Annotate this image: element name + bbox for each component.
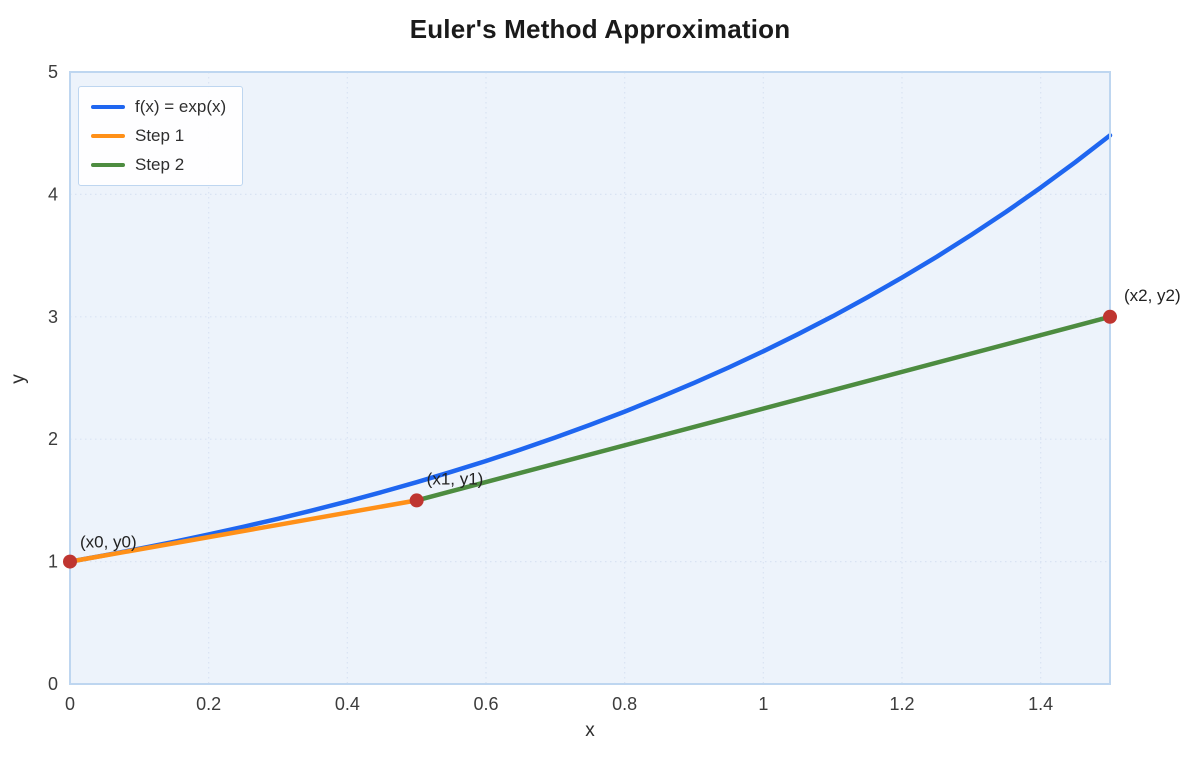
marker-point [63, 554, 77, 569]
legend-swatch-step2-icon [91, 162, 125, 168]
plot-background [70, 72, 1110, 684]
y-tick-label: 3 [48, 307, 58, 327]
legend-item-step1: Step 1 [91, 126, 226, 146]
series-line-2 [414, 314, 1113, 503]
y-tick-label: 5 [48, 62, 58, 82]
x-axis-label: x [585, 720, 595, 741]
legend-item-exp: f(x) = exp(x) [91, 97, 226, 117]
x-tick-label: 1.2 [889, 694, 914, 714]
legend: f(x) = exp(x) Step 1 Step 2 [78, 86, 244, 186]
point-annotation: (x1, y1) [427, 469, 484, 488]
x-tick-label: 0.2 [196, 694, 221, 714]
y-tick-label: 1 [48, 552, 58, 572]
y-tick-label: 2 [48, 429, 58, 449]
x-tick-label: 0.4 [335, 694, 360, 714]
legend-label-step1: Step 1 [135, 126, 185, 145]
point-annotation: (x0, y0) [80, 533, 137, 552]
legend-label-step2: Step 2 [135, 155, 185, 174]
legend-item-step2: Step 2 [91, 155, 226, 175]
marker-point [409, 493, 424, 508]
legend-swatch-step1-icon [91, 133, 125, 139]
marker-point [1103, 309, 1117, 324]
point-annotation: (x2, y2) [1124, 286, 1181, 305]
x-tick-label: 0 [65, 694, 75, 714]
x-tick-label: 0.8 [612, 694, 637, 714]
chart-title: Euler's Method Approximation [409, 14, 791, 44]
plot-border [69, 71, 1111, 685]
x-tick-label: 1 [758, 694, 768, 714]
legend-swatch-exp-icon [91, 104, 125, 110]
x-tick-label: 0.6 [473, 694, 498, 714]
legend-label-exp: f(x) = exp(x) [135, 97, 227, 116]
y-axis-label: y [7, 374, 29, 384]
y-tick-label: 4 [48, 184, 58, 204]
x-tick-label: 1.4 [1028, 694, 1053, 714]
series-line-1 [67, 498, 419, 564]
y-tick-label: 0 [48, 674, 58, 694]
series-line-0 [67, 133, 1113, 564]
